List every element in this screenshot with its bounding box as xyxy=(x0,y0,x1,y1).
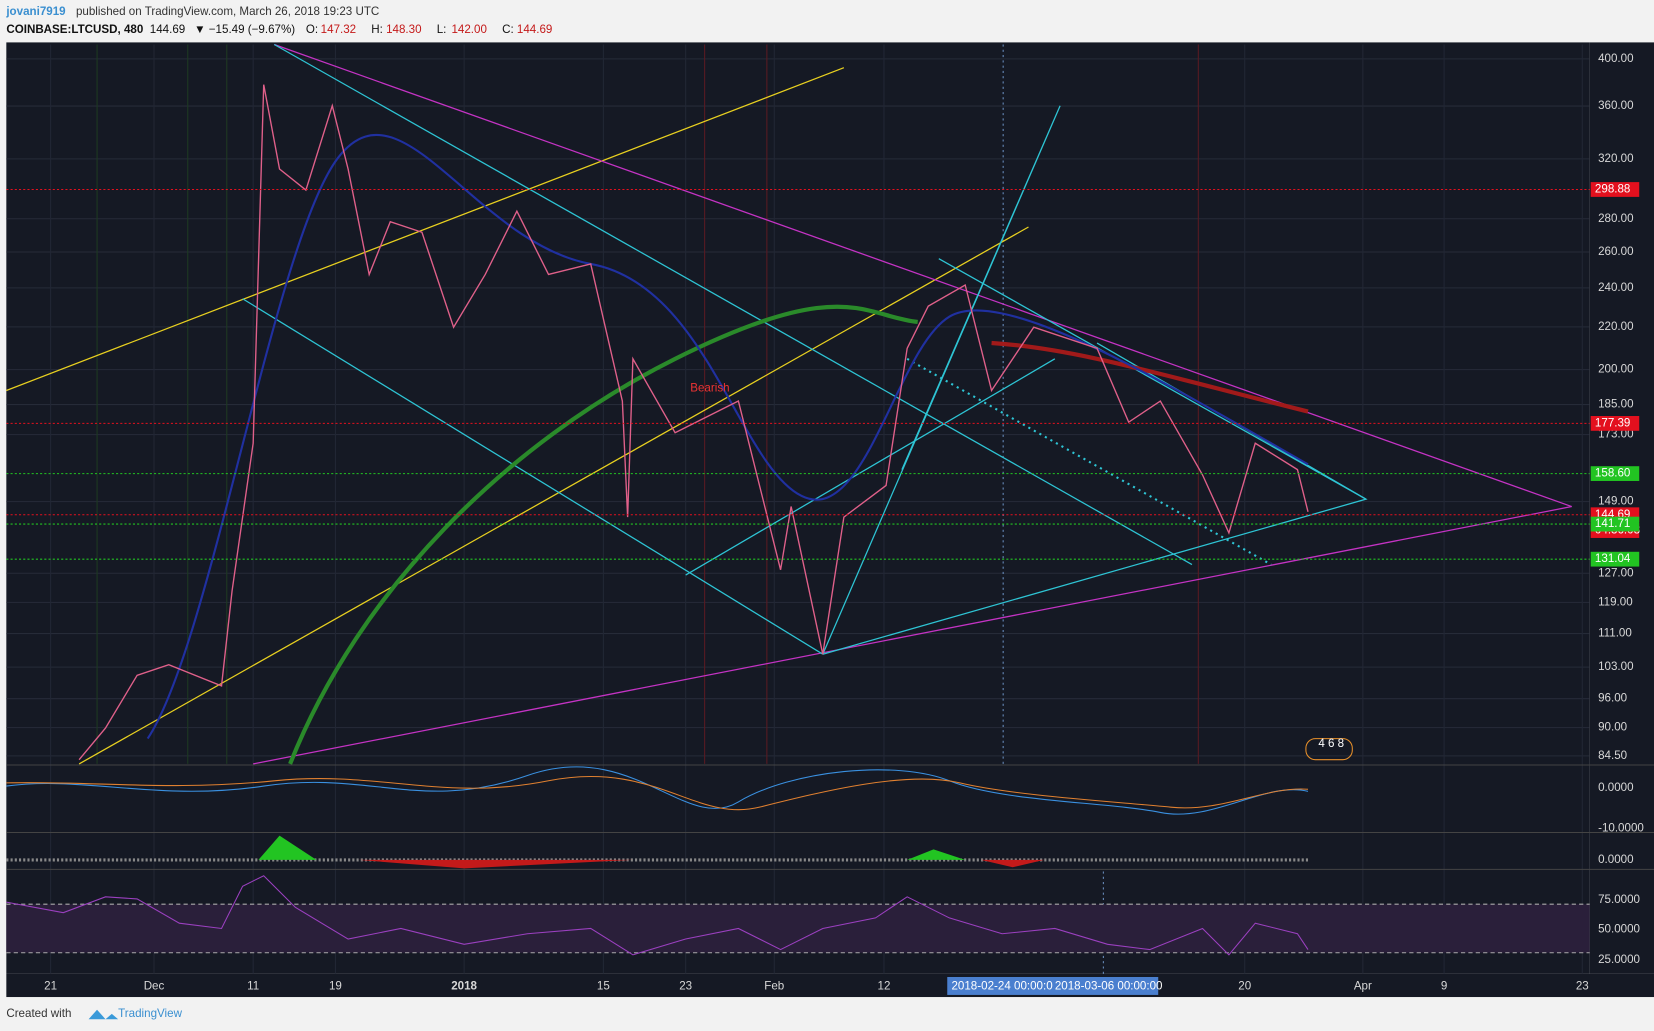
time-tick-label: 15 xyxy=(597,980,610,993)
price-tag xyxy=(1590,551,1640,567)
trend-lines xyxy=(6,43,1572,765)
price-tick-label: 240.00 xyxy=(1598,281,1633,294)
price-tick-label: 111.00 xyxy=(1598,627,1632,640)
cursor-date-box xyxy=(947,976,1159,995)
chart-area xyxy=(6,42,1590,974)
ohlc-key: H: xyxy=(371,23,383,36)
price-tick-label: 200.00 xyxy=(1598,363,1633,376)
indicator-tick-label: 0.0000 xyxy=(1598,781,1633,794)
ohlc-key: O: xyxy=(306,23,318,36)
moving-averages xyxy=(146,133,1309,765)
panes xyxy=(6,764,1654,956)
ohlc-value: 147.32 xyxy=(321,23,356,36)
signal-label: Bearish xyxy=(690,381,729,394)
time-tick-label: 23 xyxy=(1576,980,1589,993)
price-tag-label: 158.60 xyxy=(1595,467,1630,480)
price-tick-label: 260.00 xyxy=(1598,245,1633,258)
price-tag xyxy=(1590,466,1640,481)
author[interactable]: jovani7919 xyxy=(5,5,66,18)
price-tag-label: 177.39 xyxy=(1595,416,1630,429)
cursor-date: 2018-02-24 00:00:0 xyxy=(951,980,1052,993)
symbol: COINBASE:LTCUSD, 480 xyxy=(6,23,143,36)
time-tick-label: 19 xyxy=(329,980,342,993)
badge xyxy=(1305,738,1353,761)
price-tick-label: 127.00 xyxy=(1598,566,1633,579)
footer-created: Created with xyxy=(6,1007,71,1020)
price-tag-label: 298.88 xyxy=(1595,183,1630,196)
price-tick-label: 173.00 xyxy=(1598,428,1633,441)
indicator-tick-label: 0.0000 xyxy=(1598,853,1633,866)
price-tag xyxy=(1590,182,1640,197)
ohlc-value: 148.30 xyxy=(386,23,421,36)
footer-brand[interactable]: TradingView xyxy=(118,1007,182,1020)
time-tick-label: 11 xyxy=(247,980,259,993)
time-tick-label: 21 xyxy=(44,980,57,993)
indicator-tick-label: 75.0000 xyxy=(1598,893,1640,906)
indicator-tick-label: -10.0000 xyxy=(1598,821,1644,834)
price-tick-label: 119.00 xyxy=(1598,595,1633,608)
time-tick-label: 2018 xyxy=(451,980,477,993)
indicator-tick-label: 25.0000 xyxy=(1598,953,1640,966)
time-tick-label: 23 xyxy=(679,980,692,993)
price-path xyxy=(78,84,1309,761)
time-tick-label: 20 xyxy=(1238,980,1251,993)
published: published on TradingView.com, March 26, … xyxy=(76,5,379,18)
time-tick-label: Feb xyxy=(764,980,784,993)
ohlc: O: 147.32 H: 148.30 L: 142.00 C: 144.69 xyxy=(306,23,552,36)
time-scale xyxy=(6,973,1654,998)
price-tick-label: 400.00 xyxy=(1598,52,1633,65)
indicator-tick-label: 50.0000 xyxy=(1598,923,1640,936)
price-tag-label: 131.04 xyxy=(1595,552,1631,565)
logo xyxy=(88,1009,119,1020)
badge-label: 4 6 8 xyxy=(1318,737,1344,750)
price-tick-label: 90.00 xyxy=(1598,721,1627,734)
price-tick-label: 360.00 xyxy=(1598,99,1633,112)
time-tick-label: 9 xyxy=(1441,980,1447,993)
grid xyxy=(6,44,1590,974)
time-tick-label: Dec xyxy=(144,980,165,993)
price-tick-label: 96.00 xyxy=(1598,692,1627,705)
price-tick-label: 185.00 xyxy=(1598,398,1633,411)
last-price: 144.69 xyxy=(150,23,185,36)
price-tag xyxy=(1590,516,1640,532)
time-tick-label: Apr xyxy=(1354,980,1372,993)
price-tag-label: 141.71 xyxy=(1595,517,1630,530)
price-tick-label: 103.00 xyxy=(1598,660,1633,673)
ohlc-key: L: xyxy=(437,23,447,36)
ohlc-value: 142.00 xyxy=(451,23,486,36)
time-tick-label: 12 xyxy=(878,980,891,993)
price-tick-label: 320.00 xyxy=(1598,152,1633,165)
price-tick-label: 84.50 xyxy=(1598,749,1627,762)
price-tick-label: 280.00 xyxy=(1598,212,1633,225)
price-tick-label: 149.00 xyxy=(1598,495,1633,508)
cursor-date: 2018-03-06 00:00:00 xyxy=(1055,980,1163,993)
ohlc-value: 144.69 xyxy=(517,23,552,36)
ohlc-key: C: xyxy=(502,23,514,36)
price-tag xyxy=(1590,416,1640,431)
price-tick-label: 220.00 xyxy=(1598,320,1633,333)
change: ▼ −15.49 (−9.67%) xyxy=(194,23,295,36)
